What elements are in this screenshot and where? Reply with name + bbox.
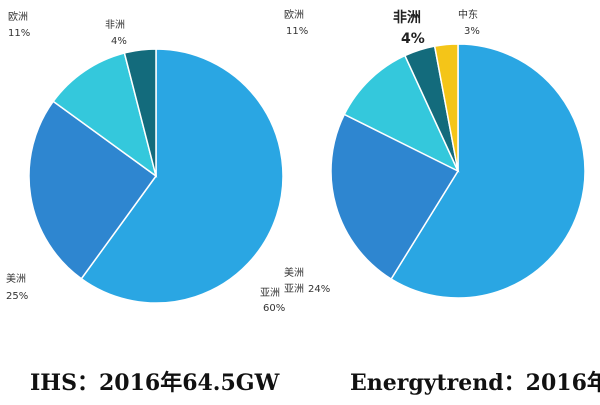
energytrend-slice-asia bbox=[390, 43, 586, 299]
ihs-label-africa-name: 非洲 bbox=[105, 19, 125, 31]
energytrend-label-europe-name: 欧洲 bbox=[284, 9, 304, 21]
energytrend-slice-europe bbox=[343, 54, 460, 173]
energytrend-label-mideast-value: 3% bbox=[464, 26, 480, 37]
ihs-label-asia-name: 亚洲 bbox=[260, 287, 280, 299]
ihs-label-europe-name: 欧洲 bbox=[8, 11, 28, 23]
energytrend-label-africa-name: 非洲 bbox=[393, 9, 421, 26]
ihs-label-america-value: 25% bbox=[6, 291, 28, 302]
ihs-slice-asia bbox=[80, 48, 284, 304]
ihs-slice-europe bbox=[52, 52, 158, 178]
ihs-label-africa-value: 4% bbox=[111, 36, 127, 47]
ihs-slice-africa bbox=[123, 48, 157, 177]
energytrend-label-mideast-name: 中东 bbox=[458, 8, 478, 21]
ihs-caption: IHS：2016年64.5GW bbox=[30, 370, 280, 396]
energytrend-caption: Energytrend：2016年 bbox=[350, 370, 600, 396]
pie-chart-energytrend bbox=[330, 43, 586, 299]
energytrend-slice-mideast bbox=[433, 43, 459, 172]
ihs-slice-america bbox=[28, 100, 158, 280]
energytrend-label-america-name: 美洲 bbox=[284, 266, 304, 279]
energytrend-label-europe-value: 11% bbox=[286, 26, 308, 37]
ihs-label-europe-value: 11% bbox=[8, 28, 30, 39]
energytrend-label-africa-value: 4% bbox=[401, 31, 425, 47]
pie-chart-ihs bbox=[28, 48, 284, 304]
ihs-label-asia-value: 60% bbox=[263, 303, 285, 314]
energytrend-label-america-value: 24% bbox=[308, 284, 330, 295]
energytrend-label-asia-name: 亚洲 bbox=[284, 283, 304, 295]
ihs-label-america-name: 美洲 bbox=[6, 272, 26, 285]
